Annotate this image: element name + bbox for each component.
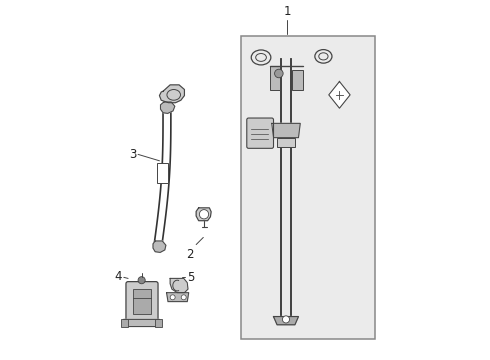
Polygon shape <box>124 319 159 327</box>
Bar <box>277 138 295 147</box>
Text: 2: 2 <box>186 248 194 261</box>
Circle shape <box>170 295 175 300</box>
Polygon shape <box>159 85 184 103</box>
Text: 4: 4 <box>115 270 122 283</box>
Bar <box>270 66 280 90</box>
Polygon shape <box>170 278 188 293</box>
Polygon shape <box>196 208 211 221</box>
FancyBboxPatch shape <box>126 282 158 321</box>
Circle shape <box>199 210 209 219</box>
Circle shape <box>274 69 283 78</box>
Text: 1: 1 <box>283 5 291 18</box>
Circle shape <box>181 295 186 300</box>
Text: 3: 3 <box>129 148 136 161</box>
Circle shape <box>138 276 145 284</box>
Bar <box>121 319 128 327</box>
Polygon shape <box>161 102 175 113</box>
Polygon shape <box>273 316 298 325</box>
Bar <box>292 70 303 90</box>
Polygon shape <box>329 81 350 108</box>
Polygon shape <box>153 241 166 252</box>
FancyBboxPatch shape <box>247 118 273 148</box>
Text: 5: 5 <box>187 271 195 284</box>
Circle shape <box>282 316 290 323</box>
Polygon shape <box>167 293 189 302</box>
Bar <box>157 163 168 183</box>
Bar <box>155 319 162 327</box>
Bar <box>133 289 151 314</box>
Polygon shape <box>272 123 300 138</box>
Bar <box>242 36 375 339</box>
